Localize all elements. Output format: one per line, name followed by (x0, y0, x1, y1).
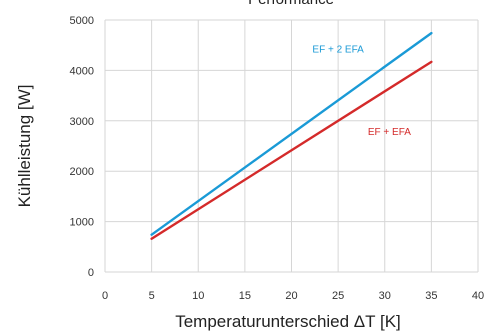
series-label-2: EF + EFA (368, 127, 411, 138)
y-tick-label: 2000 (70, 166, 94, 178)
x-tick-label: 40 (472, 290, 484, 302)
y-tick-label: 0 (88, 267, 94, 279)
x-tick-label: 35 (425, 290, 437, 302)
series-line-2 (150, 60, 433, 240)
x-tick-label: 20 (285, 290, 297, 302)
x-tick-label: 0 (102, 290, 108, 302)
y-tick-label: 1000 (70, 217, 94, 229)
series-label-1: EF + 2 EFA (312, 44, 364, 55)
y-tick-label: 4000 (70, 65, 94, 77)
x-tick-label: 15 (239, 290, 251, 302)
x-tick-label: 10 (192, 290, 204, 302)
chart-title: Performance (248, 0, 334, 8)
x-axis-title: Temperaturunterschied ΔT [K] (175, 312, 401, 331)
series-line-1 (150, 31, 433, 236)
x-tick-label: 25 (332, 290, 344, 302)
series-lines (150, 31, 433, 240)
series-labels: EF + 2 EFA EF + EFA (312, 44, 411, 138)
x-tick-labels: 0 5 10 15 20 25 30 35 40 (102, 290, 484, 302)
y-tick-label: 3000 (70, 116, 94, 128)
y-tick-labels: 0 1000 2000 3000 4000 5000 (70, 15, 94, 279)
y-tick-label: 5000 (70, 15, 94, 27)
x-tick-label: 30 (379, 290, 391, 302)
y-axis-title: Kühlleistung [W] (15, 85, 34, 208)
x-tick-label: 5 (149, 290, 155, 302)
